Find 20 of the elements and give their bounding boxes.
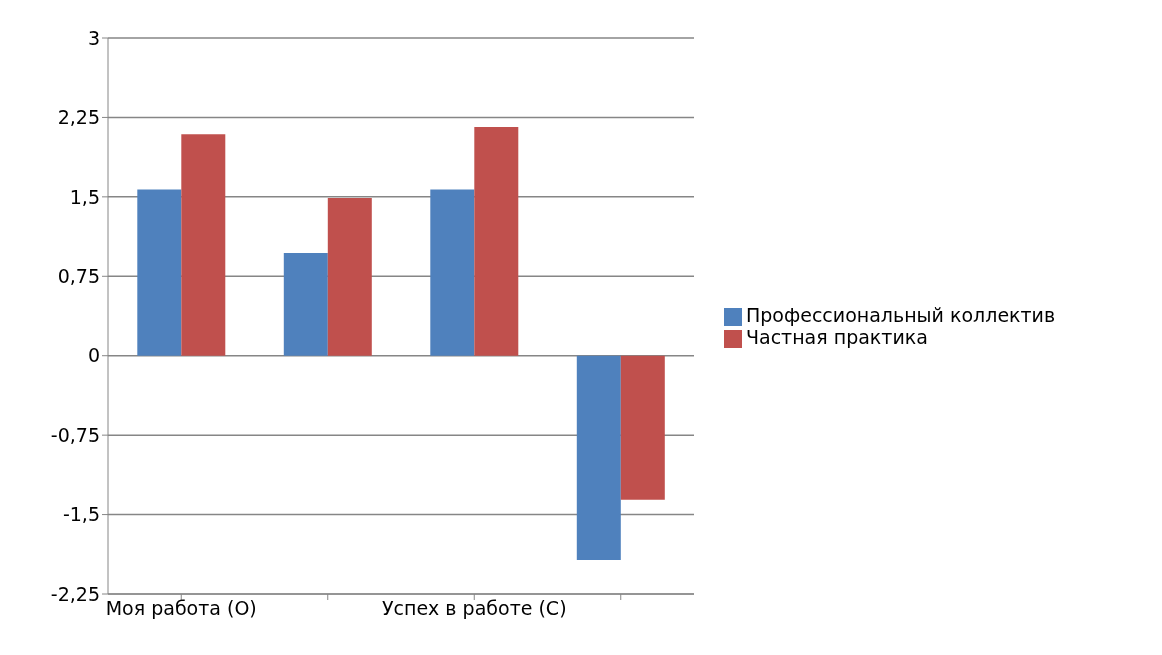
legend-label: Частная практика	[746, 326, 928, 348]
bar	[283, 252, 328, 356]
bar	[620, 355, 665, 500]
x-tick-label: Моя работа (О)	[105, 597, 257, 620]
y-tick-label: -2,25	[50, 582, 100, 605]
legend-label: Профессиональный коллектив	[746, 304, 1056, 326]
bar	[137, 189, 182, 356]
bar	[181, 134, 226, 356]
y-tick-label: 0	[87, 344, 100, 367]
y-tick-label: 1,5	[69, 185, 100, 208]
bar	[474, 126, 519, 356]
x-tick-label: Успех в работе (С)	[381, 597, 567, 620]
bar	[430, 189, 475, 356]
bar	[327, 197, 372, 356]
y-tick-label: -0,75	[50, 423, 100, 446]
y-tick-label: 0,75	[57, 265, 100, 288]
y-tick-label: 3	[87, 26, 100, 49]
y-tick-label: 2,25	[57, 106, 100, 129]
y-tick-label: -1,5	[62, 503, 100, 526]
bar	[576, 355, 621, 561]
